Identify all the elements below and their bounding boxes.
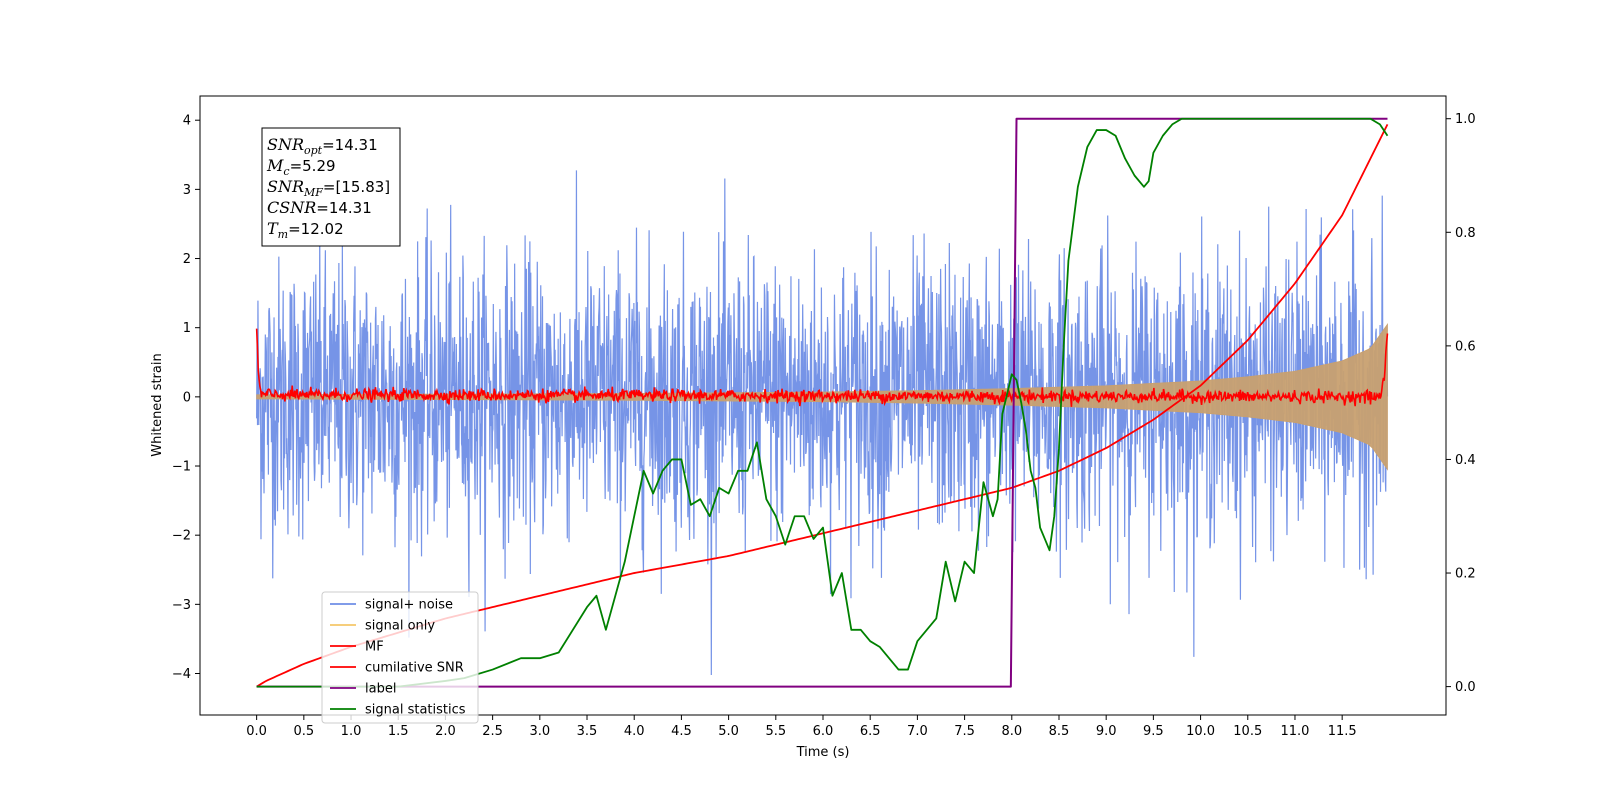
y2-tick-label: 0.0 <box>1455 680 1476 695</box>
y-tick-label: 0 <box>183 390 191 405</box>
legend-entry-label: signal statistics <box>365 703 466 718</box>
x-tick-label: 3.0 <box>529 724 550 739</box>
annotation-frame <box>261 127 401 247</box>
annotation-line: SNRopt=14.31 <box>267 135 378 157</box>
x-tick-label: 6.0 <box>813 724 834 739</box>
y-tick-label: −3 <box>172 598 191 613</box>
x-tick-label: 0.5 <box>293 724 314 739</box>
x-tick-label: 5.0 <box>718 724 739 739</box>
y2-tick-label: 0.6 <box>1455 339 1476 354</box>
x-tick-label: 4.5 <box>671 724 692 739</box>
x-tick-label: 9.5 <box>1143 724 1164 739</box>
annotation-line: CSNR=14.31 <box>267 198 372 217</box>
legend-entry-label: MF <box>365 640 384 655</box>
annotation-line: Tm=12.02 <box>267 219 344 241</box>
x-tick-label: 4.0 <box>624 724 645 739</box>
y-tick-label: 1 <box>183 321 191 336</box>
annotation-line: Mc=5.29 <box>266 156 336 178</box>
x-tick-label: 0.0 <box>246 724 267 739</box>
x-axis-label: Time (s) <box>796 745 850 760</box>
x-tick-label: 7.0 <box>907 724 928 739</box>
x-tick-label: 8.0 <box>1001 724 1022 739</box>
y2-tick-label: 1.0 <box>1455 112 1476 127</box>
x-tick-label: 11.0 <box>1280 724 1309 739</box>
x-tick-label: 2.5 <box>482 724 503 739</box>
y2-tick-label: 0.4 <box>1455 453 1476 468</box>
legend-entry-label: label <box>365 682 396 697</box>
series-signal-statistics <box>256 117 1389 688</box>
x-tick-label: 8.5 <box>1049 724 1070 739</box>
x-tick-label: 2.0 <box>435 724 456 739</box>
x-tick-label: 5.5 <box>765 724 786 739</box>
legend-entry-label: cumilative SNR <box>365 661 464 676</box>
y2-tick-label: 0.2 <box>1455 567 1476 582</box>
x-tick-label: 7.5 <box>954 724 975 739</box>
legend-frame <box>321 591 479 724</box>
annotation-line: SNRMF=[15.83] <box>267 177 390 199</box>
x-tick-label: 3.5 <box>577 724 598 739</box>
y-tick-label: −4 <box>172 667 191 682</box>
legend-entry-label: signal only <box>365 619 435 634</box>
x-tick-label: 1.0 <box>341 724 362 739</box>
y-tick-label: −1 <box>172 460 191 475</box>
y-tick-label: 3 <box>183 183 191 198</box>
y-tick-label: 2 <box>183 252 191 267</box>
x-tick-label: 10.0 <box>1186 724 1215 739</box>
y2-tick-label: 0.8 <box>1455 226 1476 241</box>
axes: 0.0 0.5 1.0 1.5 2.0 2.5 3.0 3.5 4.0 4.5 5.0 5.5 6.0 6… <box>172 112 1476 739</box>
y-tick-label: −2 <box>172 529 191 544</box>
y-axis-label: Whitened strain <box>150 353 165 456</box>
x-tick-label: 1.5 <box>388 724 409 739</box>
legend: signal+ noise signal only MF cumilative SNR… <box>321 591 479 724</box>
x-tick-label: 6.5 <box>860 724 881 739</box>
x-tick-label: 10.5 <box>1233 724 1262 739</box>
series-mf <box>255 328 1389 407</box>
legend-entry-label: signal+ noise <box>365 598 453 613</box>
x-tick-label: 9.0 <box>1096 724 1117 739</box>
annotation-box: SNRopt=14.31Mc=5.29SNRMF=[15.83]CSNR=14.… <box>261 127 401 247</box>
x-tick-label: 11.5 <box>1328 724 1357 739</box>
y-tick-label: 4 <box>183 114 191 129</box>
